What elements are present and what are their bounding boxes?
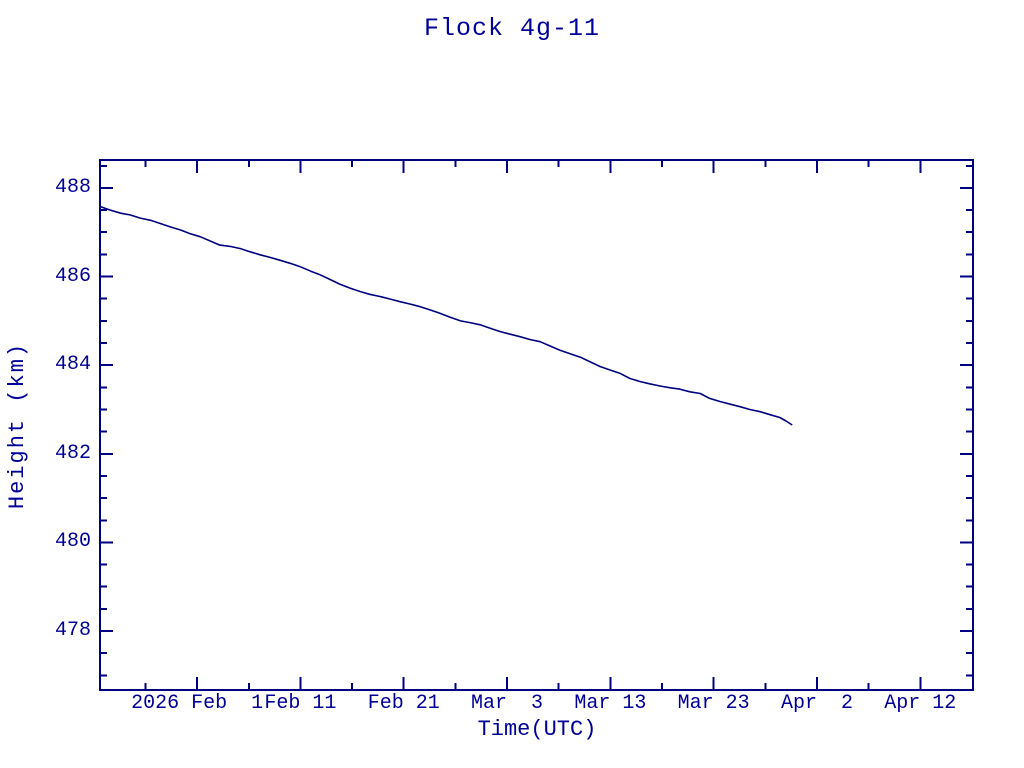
x-tick-label: Mar 23 [677,692,750,715]
x-tick-label: Feb 11 [264,692,337,715]
y-tick-label: 484 [54,353,91,377]
chart-title: Flock 4g-11 [423,14,601,43]
y-tick-label: 488 [54,175,91,199]
x-tick-label: Feb 21 [367,692,440,715]
height-series-line [99,205,793,426]
y-tick-label: 486 [54,264,91,288]
x-tick-label: Apr 12 [884,692,957,715]
x-tick-label: Mar 3 [471,692,544,715]
x-tick-label: 2026 Feb 1 [131,692,264,715]
y-tick-label: 478 [54,619,91,643]
y-tick-label: 482 [54,441,91,465]
x-axis-title: Time(UTC) [477,717,597,742]
axis-box [99,159,974,691]
x-tick-label: Apr 2 [780,692,853,715]
x-tick-label: Mar 13 [574,692,647,715]
y-tick-label: 480 [54,530,91,554]
